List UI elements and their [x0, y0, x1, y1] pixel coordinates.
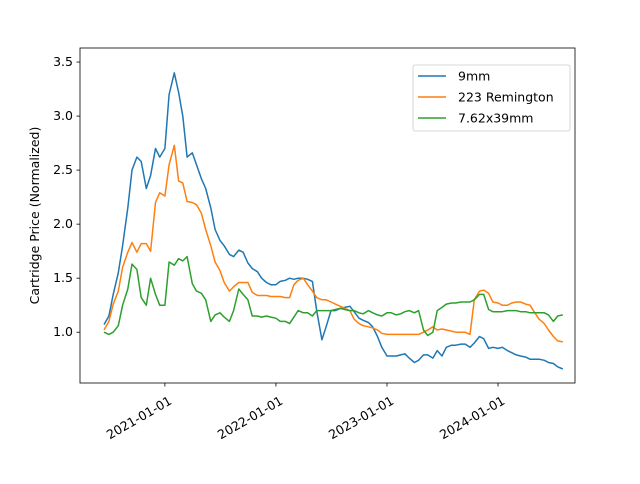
series-line-2 — [103, 255, 563, 337]
y-tick-label: 1.5 — [53, 270, 73, 285]
y-tick-label: 2.0 — [53, 216, 73, 231]
y-tick-label: 3.0 — [53, 108, 73, 123]
axes-frame — [79, 47, 576, 384]
y-tick-label: 3.5 — [53, 54, 73, 69]
legend-label: 7.62x39mm — [458, 111, 534, 126]
series-lines — [103, 72, 564, 370]
legend-box — [412, 64, 571, 132]
y-tick-label: 1.0 — [53, 324, 73, 339]
legend-label: 9mm — [458, 69, 490, 84]
legend-label: 223 Remington — [458, 90, 554, 105]
y-axis: 1.0 1.5 2.0 2.5 3.0 3.5 — [53, 54, 80, 339]
y-axis-label: Cartridge Price (Normalized) — [27, 127, 42, 305]
series-line-1 — [103, 144, 563, 343]
legend: 9mm 223 Remington 7.62x39mm — [412, 64, 571, 132]
y-tick-label: 2.5 — [53, 162, 73, 177]
